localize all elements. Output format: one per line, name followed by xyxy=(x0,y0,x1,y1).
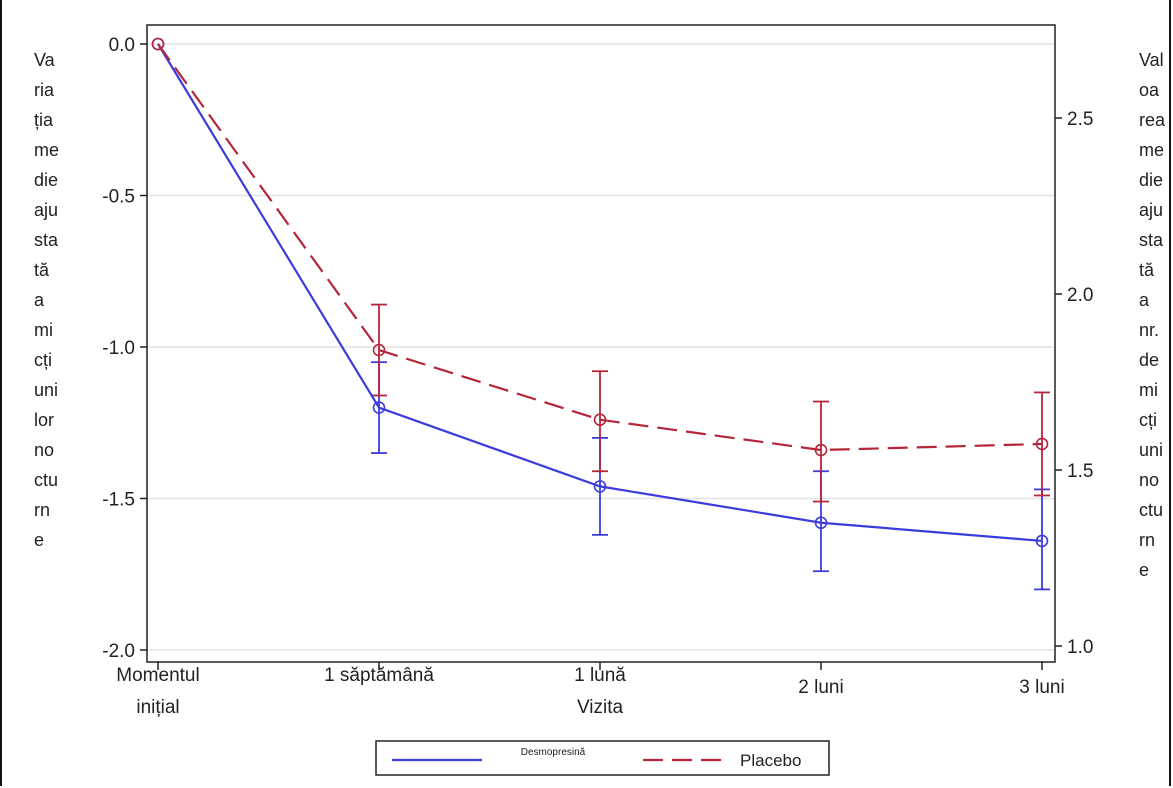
y-left-tick-label: 0.0 xyxy=(109,35,135,56)
axis-title-fragment: die xyxy=(34,170,59,190)
axis-title-fragment: ția xyxy=(34,110,54,130)
axis-title-fragment: ria xyxy=(34,80,55,100)
axis-title-fragment: rea xyxy=(1139,110,1166,130)
axis-title-fragment: me xyxy=(34,140,60,160)
y-right-tick-label: 2.0 xyxy=(1067,285,1093,306)
y-right-tick-label: 1.5 xyxy=(1067,461,1093,482)
y-right-tick-label: 1.0 xyxy=(1067,637,1093,658)
axis-title-fragment: aju xyxy=(34,200,59,220)
y-left-tick-label: -2.0 xyxy=(102,641,135,662)
y-axis-right-title: Val oa rea me die aju sta tă a nr. de mi cți uni no ctu… xyxy=(1139,45,1165,585)
axis-title-fragment: uni xyxy=(1139,440,1164,460)
axis-title-fragment: Val xyxy=(1139,50,1164,70)
axis-title-fragment: Va xyxy=(34,50,55,70)
data-point-desmopresina xyxy=(1035,534,1049,548)
x-tick-label: 1 săptămână xyxy=(324,665,434,686)
legend-label-desmopresina: Desmopresină xyxy=(521,747,586,758)
axis-title-fragment: tă xyxy=(1139,260,1155,280)
data-point-placebo xyxy=(151,37,165,51)
axis-title-fragment: mi xyxy=(1139,380,1158,400)
data-point-desmopresina xyxy=(814,516,828,530)
axis-title-fragment: e xyxy=(34,530,45,550)
x-axis-ticks xyxy=(157,662,1043,670)
axis-title-fragment: a xyxy=(1139,290,1150,310)
gridlines xyxy=(147,43,1055,651)
axis-title-fragment: sta xyxy=(1139,230,1164,250)
y-right-tick-label: 2.5 xyxy=(1067,109,1093,130)
x-axis-title: Vizita xyxy=(576,697,624,718)
series-line-desmopresina xyxy=(157,43,1043,543)
series-markers xyxy=(151,37,1049,548)
axis-title-fragment: no xyxy=(1139,470,1160,490)
y-left-tick-label: -0.5 xyxy=(102,187,135,208)
series-line-placebo xyxy=(157,43,1043,452)
x-tick-label: 2 luni xyxy=(798,677,844,698)
axis-title-fragment: no xyxy=(34,440,55,460)
legend-box xyxy=(375,740,830,776)
x-tick-label: 1 lună xyxy=(574,665,626,686)
error-bars xyxy=(371,303,1050,591)
axis-title-fragment: a xyxy=(34,290,45,310)
axis-title-fragment: cți xyxy=(1139,410,1157,430)
axis-title-fragment: tă xyxy=(34,260,50,280)
axis-title-fragment: de xyxy=(1139,350,1160,370)
axis-title-fragment: mi xyxy=(34,320,53,340)
axis-title-fragment: lor xyxy=(34,410,55,430)
legend: Desmopresină Placebo xyxy=(375,740,830,776)
y-left-tick-label: -1.0 xyxy=(102,338,135,359)
legend-label-placebo: Placebo xyxy=(740,751,801,770)
axis-title-fragment: rn xyxy=(1139,530,1156,550)
axis-title-fragment: ctu xyxy=(34,470,59,490)
axis-title-fragment: ctu xyxy=(1139,500,1164,520)
axis-title-fragment: uni xyxy=(34,380,59,400)
axis-title-fragment: me xyxy=(1139,140,1165,160)
axis-title-fragment: cți xyxy=(34,350,52,370)
data-point-placebo xyxy=(372,343,386,357)
y-axis-left-ticks: 0.0 -0.5 -1.0 -1.5 -2.0 xyxy=(102,35,147,662)
plot-area xyxy=(146,24,1056,663)
data-point-placebo xyxy=(814,443,828,457)
y-left-tick-label: -1.5 xyxy=(102,490,135,511)
axis-title-fragment: die xyxy=(1139,170,1164,190)
data-point-placebo xyxy=(1035,437,1049,451)
axis-title-fragment: e xyxy=(1139,560,1150,580)
data-point-desmopresina xyxy=(372,401,386,414)
axis-title-fragment: aju xyxy=(1139,200,1164,220)
series-lines xyxy=(157,43,1043,543)
x-tick-label: Momentul inițial xyxy=(116,665,200,718)
y-axis-left-title: Va ria ția me die aju sta tă a mi cți uni lor no ctu rn… xyxy=(34,45,59,555)
x-tick-label: 3 luni xyxy=(1019,677,1065,698)
axis-title-fragment: oa xyxy=(1139,80,1160,100)
axis-title-fragment: sta xyxy=(34,230,59,250)
data-point-placebo xyxy=(593,413,607,427)
axis-title-fragment: rn xyxy=(34,500,51,520)
y-axis-right-ticks: 2.5 2.0 1.5 1.0 xyxy=(1055,109,1093,658)
data-point-desmopresina xyxy=(593,480,607,493)
axis-title-fragment: nr. xyxy=(1139,320,1160,340)
